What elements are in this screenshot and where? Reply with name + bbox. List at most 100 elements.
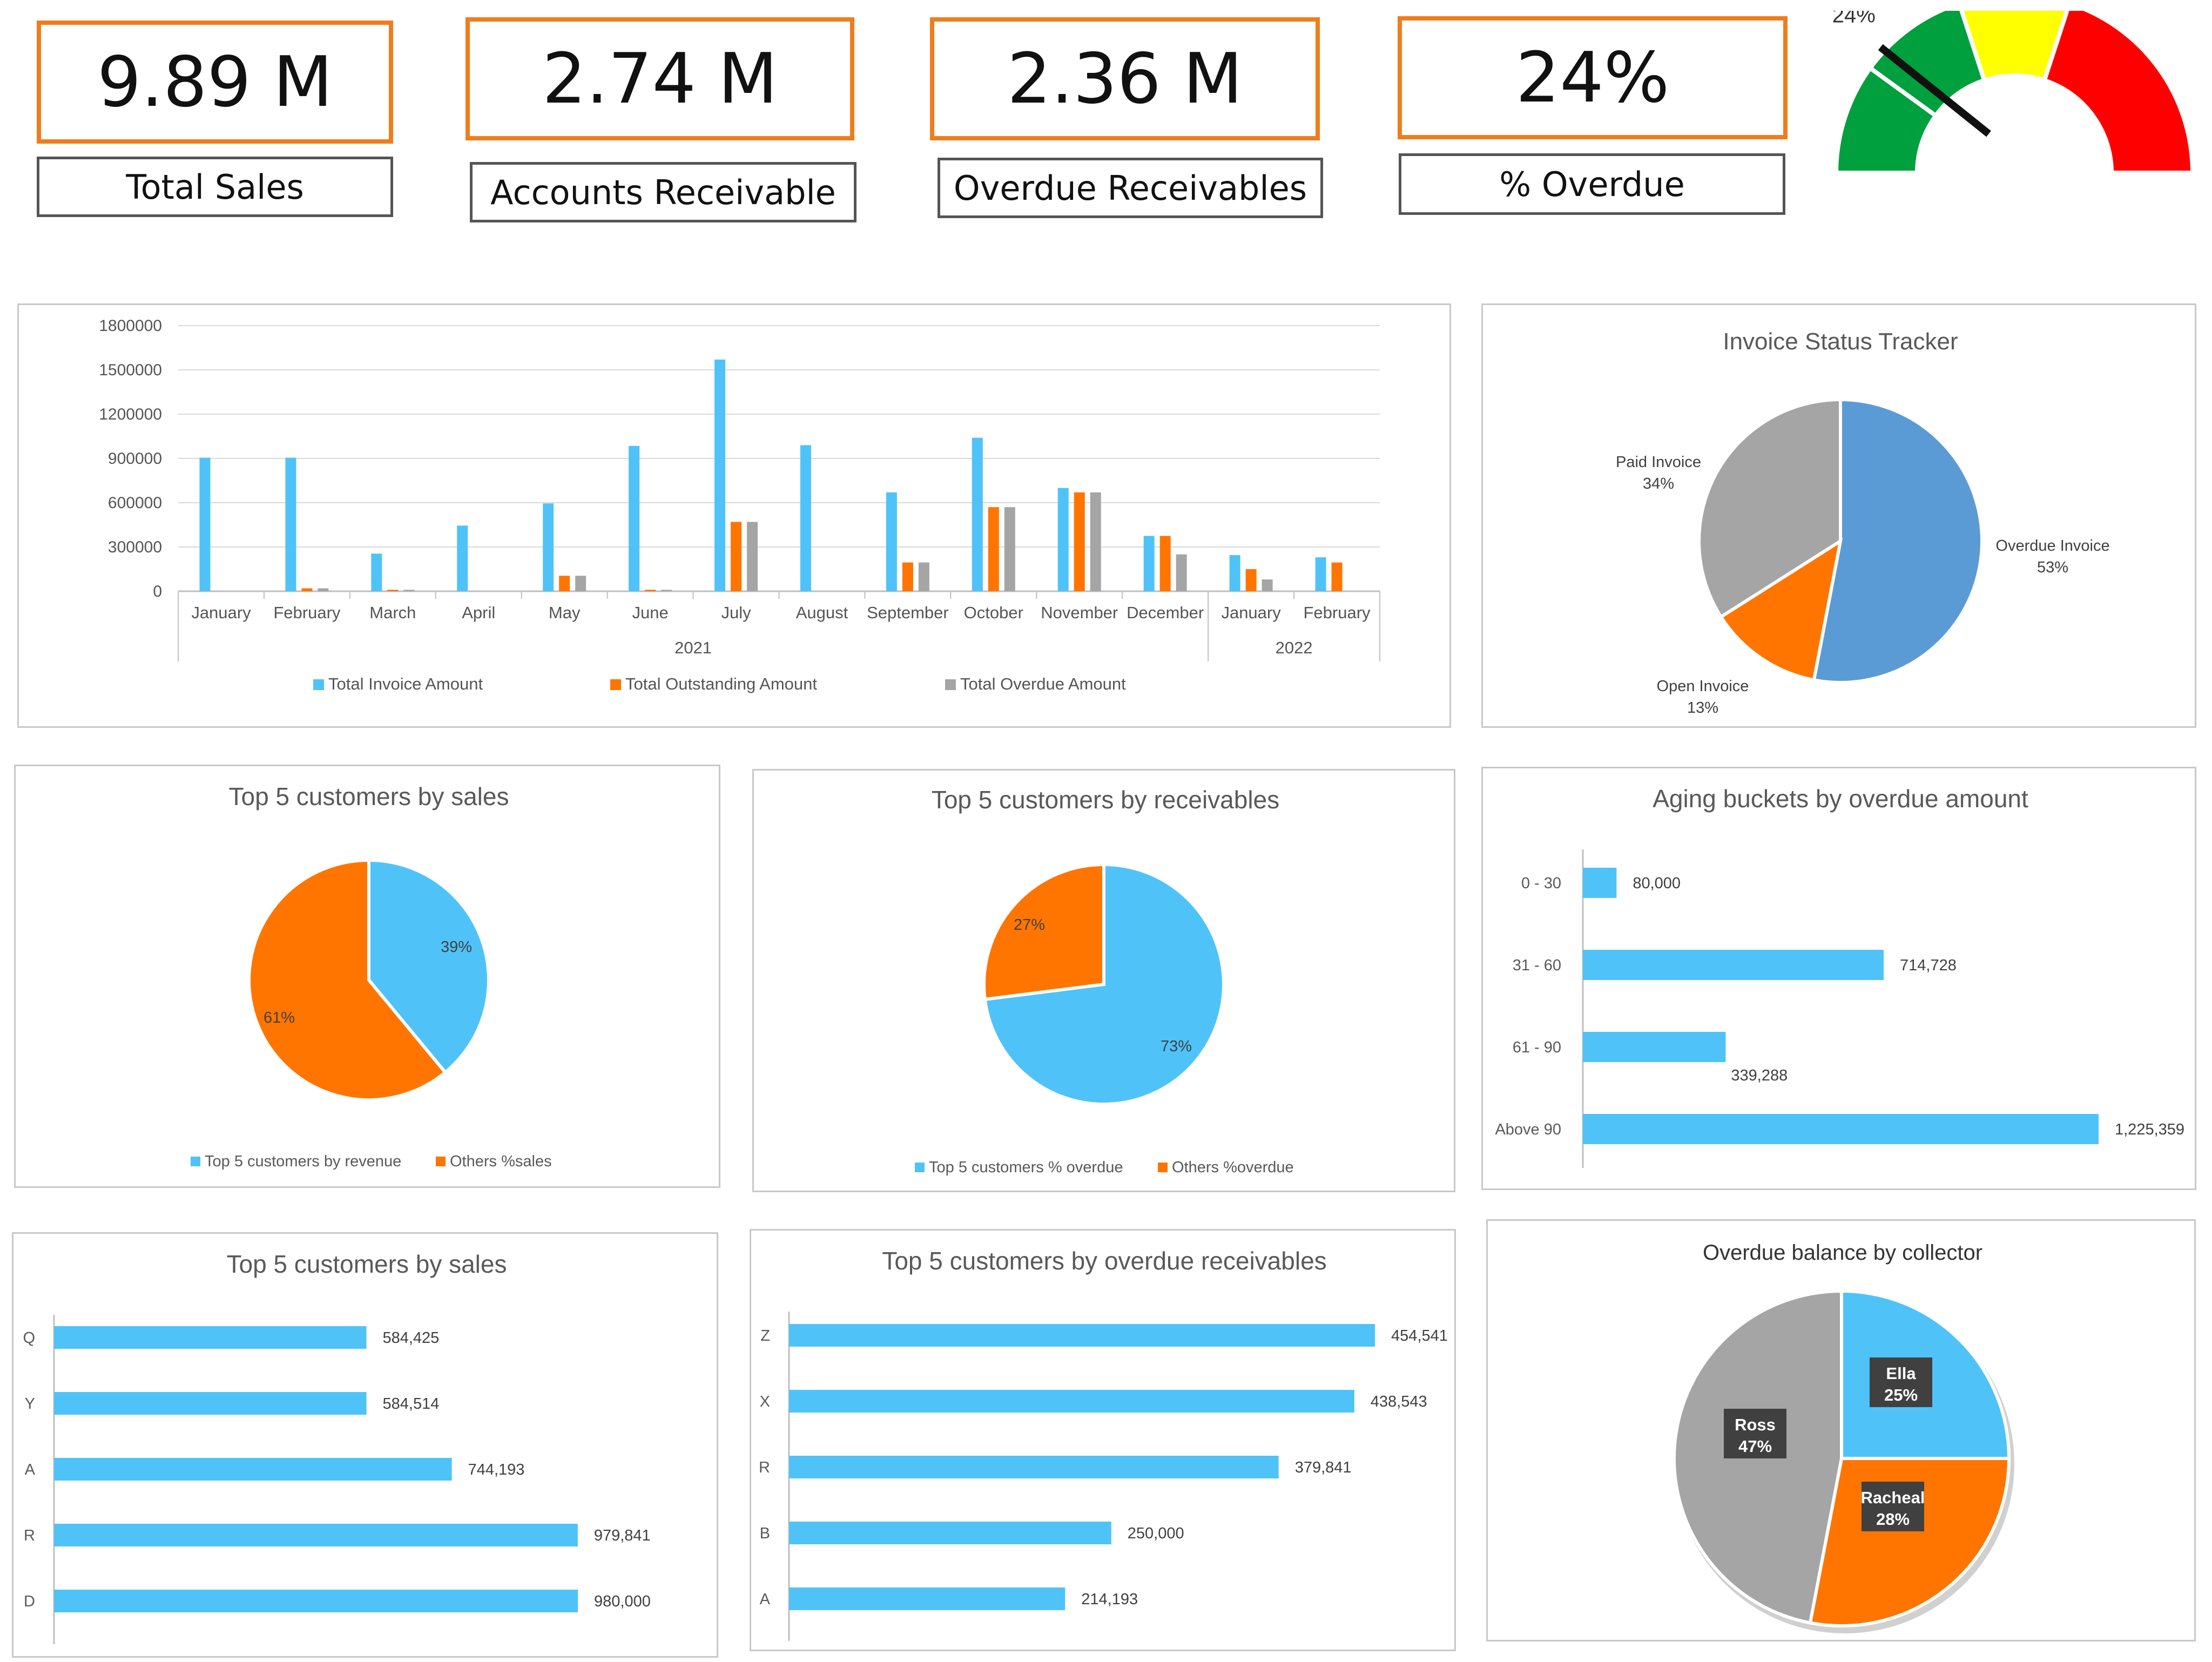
pie-slice <box>247 858 448 1102</box>
bar <box>629 445 640 591</box>
legend-swatch <box>313 679 324 690</box>
category-label: Q <box>23 1329 35 1347</box>
data-label-name: Overdue Invoice <box>1995 537 2109 555</box>
bar <box>1583 868 1617 898</box>
data-label: 979,841 <box>594 1527 651 1544</box>
y-tick-label: 1200000 <box>99 406 162 423</box>
data-label: 339,288 <box>1731 1067 1788 1084</box>
bar <box>1057 488 1069 591</box>
data-label-name: Ross <box>1735 1415 1776 1434</box>
category-label: D <box>24 1593 35 1610</box>
pie-slice <box>1808 1457 2011 1627</box>
x-tick-label: January <box>1221 603 1281 622</box>
bar <box>575 576 586 591</box>
data-label: 80,000 <box>1633 875 1681 892</box>
bar <box>1245 569 1257 591</box>
legend-label: Others %overdue <box>1172 1159 1294 1176</box>
data-label-pct: 47% <box>1738 1437 1772 1456</box>
bar <box>54 1590 578 1612</box>
bar <box>1315 557 1326 591</box>
panel-collector: Overdue balance by collector Ella 25% Rache… <box>1486 1219 2196 1641</box>
data-label: 379,841 <box>1295 1459 1352 1476</box>
bar <box>387 590 399 591</box>
category-label: 31 - 60 <box>1513 957 1561 974</box>
collector-pie-chart: Overdue balance by collector Ella 25% Rache… <box>1673 1241 2014 1633</box>
year-group-label: 2021 <box>675 638 712 657</box>
legend-label: Total Outstanding Amount <box>625 674 817 693</box>
bar <box>972 437 983 591</box>
data-label-pct: 39% <box>441 938 472 956</box>
bar <box>886 492 897 591</box>
panel-top-overdue: Top 5 customers by overdue receivables Z 4… <box>750 1229 1456 1651</box>
y-tick-label: 1800000 <box>99 317 162 335</box>
pie-slice <box>1812 397 1984 684</box>
y-tick-label: 1500000 <box>99 361 162 379</box>
data-label-pct: 53% <box>2037 559 2068 576</box>
invoice-status-chart: Invoice Status Tracker Overdue Invoice 53%… <box>1616 328 2110 717</box>
kpi-total-sales-label: Total Sales <box>37 157 393 217</box>
gauge-needle <box>1878 44 1991 137</box>
category-label: Above 90 <box>1495 1121 1561 1138</box>
bar <box>902 562 913 591</box>
bar <box>403 590 415 591</box>
chart-title: Top 5 customers by sales <box>228 782 509 810</box>
bar <box>457 525 468 591</box>
x-tick-label: March <box>369 603 416 622</box>
chart-title: Top 5 customers by sales <box>226 1250 507 1278</box>
chart-title: Top 5 customers by receivables <box>932 786 1279 814</box>
panel-top-sales: Top 5 customers by sales Q 584,425 Y 584,514… <box>12 1232 718 1658</box>
x-tick-label: November <box>1041 603 1118 622</box>
bar <box>199 457 211 591</box>
data-label-pct: 61% <box>264 1009 295 1026</box>
x-tick-label: October <box>964 603 1023 622</box>
bar <box>747 522 758 591</box>
legend-swatch <box>191 1157 200 1166</box>
bar <box>543 503 554 591</box>
bar <box>1262 579 1273 591</box>
pie-slice <box>367 858 490 1075</box>
category-label: Y <box>25 1395 35 1413</box>
x-tick-label: January <box>191 603 251 622</box>
gauge-band <box>1959 11 2069 83</box>
legend-label: Total Invoice Amount <box>328 674 483 693</box>
sales-pie-chart: Top 5 customers by sales 39% Top 5 custome… <box>191 782 552 1170</box>
x-tick-label: June <box>632 603 668 622</box>
bar <box>301 588 313 591</box>
overdue-gauge: 24% <box>1832 11 2195 175</box>
x-tick-label: May <box>549 603 581 622</box>
bar <box>800 445 811 591</box>
gauge-band <box>2041 11 2195 175</box>
category-label: X <box>760 1393 770 1410</box>
y-tick-label: 300000 <box>108 538 162 556</box>
legend-label: Top 5 customers % overdue <box>929 1159 1123 1176</box>
kpi-overdue-receivables-label: Overdue Receivables <box>938 158 1323 218</box>
x-tick-label: February <box>273 603 341 622</box>
bar <box>1090 492 1101 591</box>
year-group-label: 2022 <box>1276 638 1313 657</box>
legend-swatch <box>945 679 956 690</box>
x-tick-label: August <box>796 603 848 622</box>
bar <box>1583 950 1884 980</box>
bar <box>988 507 999 591</box>
bar <box>318 588 329 591</box>
bar <box>371 553 382 591</box>
bar <box>559 576 570 591</box>
data-label-pct: 25% <box>1884 1386 1918 1404</box>
chart-title: Aging buckets by overdue amount <box>1653 785 2028 813</box>
category-label: 61 - 90 <box>1513 1039 1561 1056</box>
x-tick-label: September <box>867 603 949 622</box>
kpi-accounts-receivable-value: 2.74 M <box>466 17 854 140</box>
bar <box>1004 507 1015 591</box>
panel-monthly-chart: 0 300000 600000 900000 1200000 1500000 1800000… <box>17 303 1451 728</box>
bar <box>1583 1114 2099 1144</box>
gauge-value-label: 24% <box>1832 11 1876 28</box>
category-label: R <box>759 1459 770 1476</box>
pie-slice <box>1718 537 1843 682</box>
pie-slice <box>1697 397 1842 619</box>
bar <box>645 590 656 591</box>
bar <box>789 1587 1065 1610</box>
category-label: A <box>25 1461 36 1478</box>
data-label-pct: 28% <box>1876 1510 1910 1529</box>
legend-label: Others %sales <box>450 1153 552 1170</box>
data-label-pct: 27% <box>1014 916 1045 934</box>
